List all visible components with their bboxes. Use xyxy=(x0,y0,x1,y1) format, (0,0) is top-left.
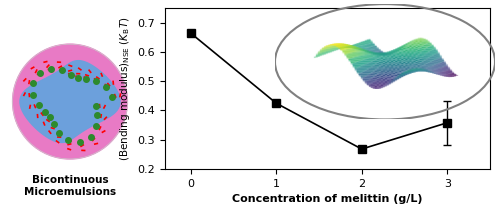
Y-axis label: (Bending modulus)$_\mathrm{NSE}$ ($K_\mathrm{B}T$): (Bending modulus)$_\mathrm{NSE}$ ($K_\ma… xyxy=(118,16,132,161)
Polygon shape xyxy=(20,61,120,143)
Text: Bicontinuous
Microemulsions: Bicontinuous Microemulsions xyxy=(24,175,116,197)
Circle shape xyxy=(12,44,128,159)
X-axis label: Concentration of melittin (g/L): Concentration of melittin (g/L) xyxy=(232,194,423,204)
